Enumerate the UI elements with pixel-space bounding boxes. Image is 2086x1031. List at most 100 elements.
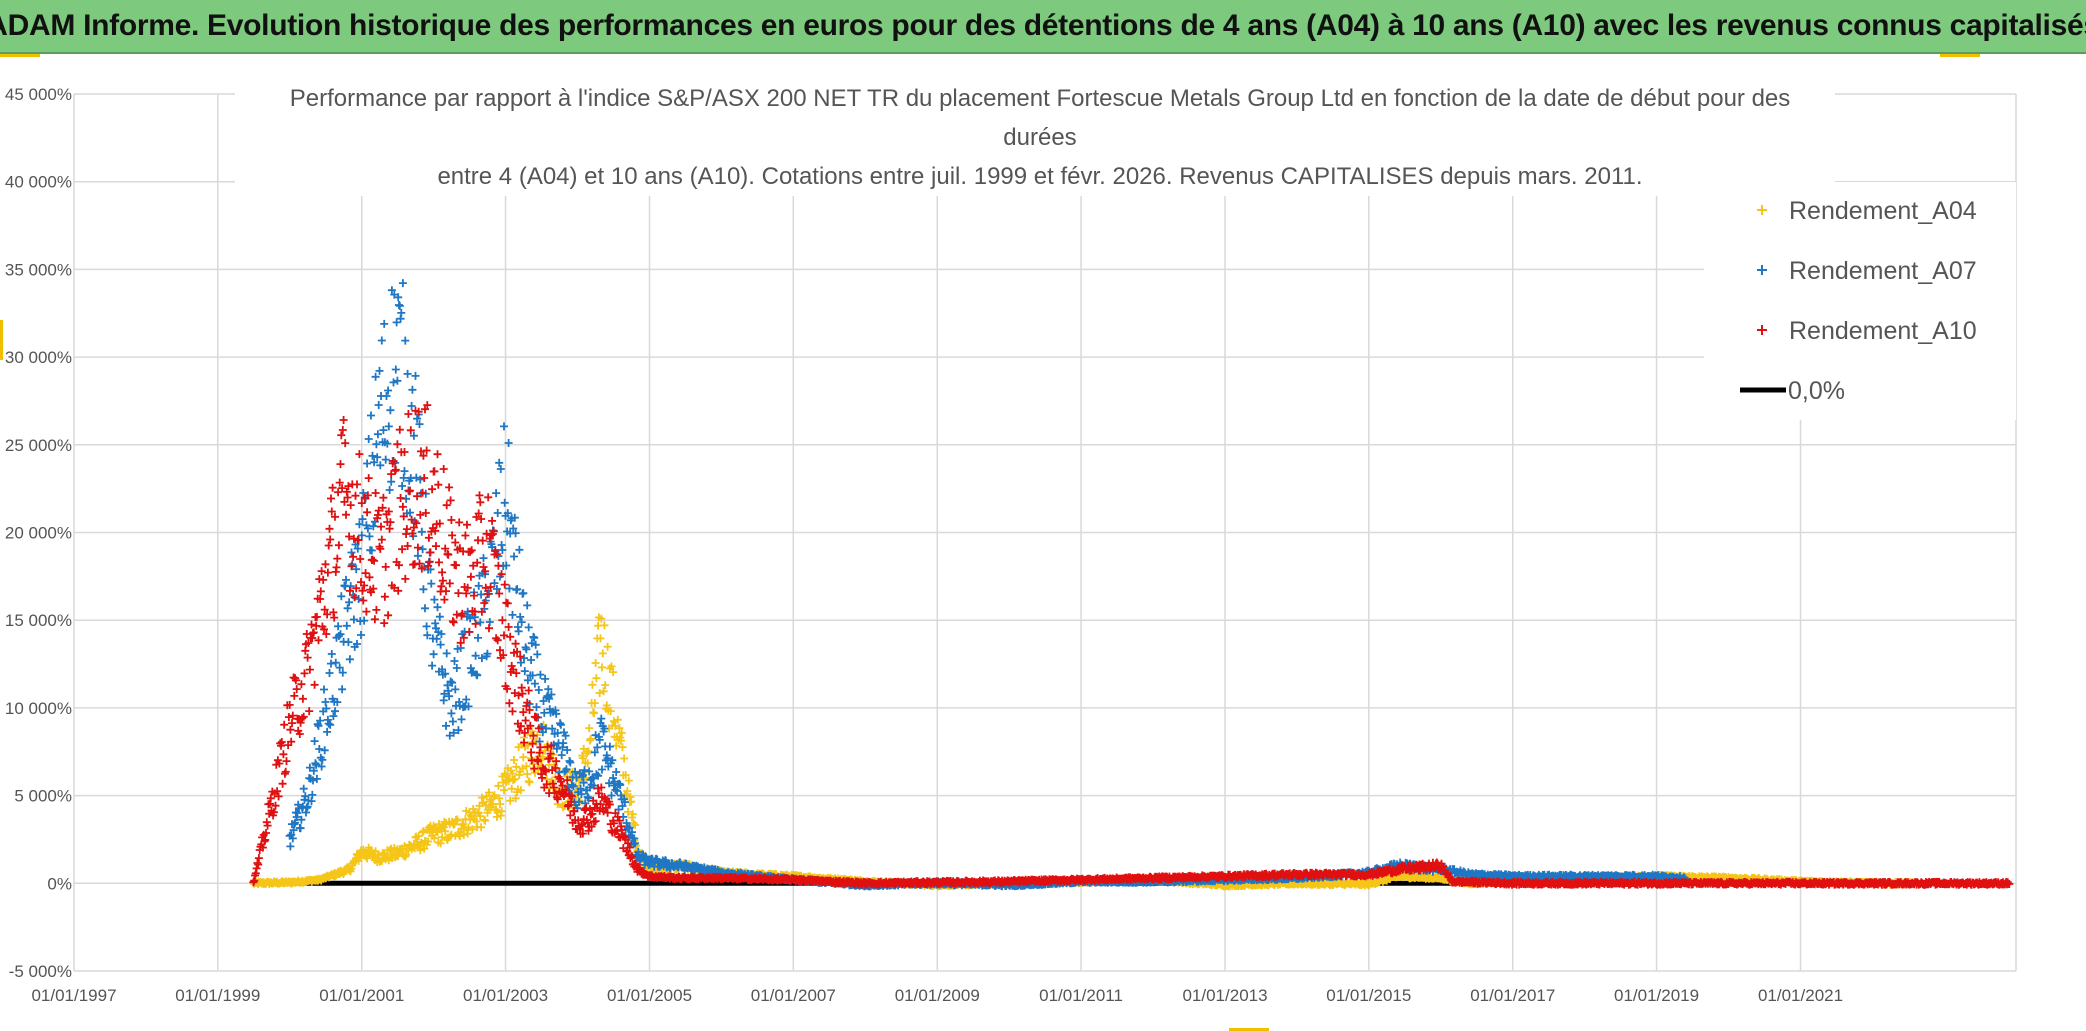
- data-point: [263, 821, 272, 830]
- data-point: [462, 589, 471, 598]
- data-point: [562, 765, 571, 774]
- data-point: [326, 720, 335, 729]
- data-point: [615, 724, 624, 733]
- data-point: [533, 650, 542, 659]
- data-point: [592, 674, 601, 683]
- data-point: [440, 595, 449, 604]
- data-point: [550, 789, 559, 797]
- data-point: [378, 503, 387, 512]
- data-point: [461, 531, 470, 540]
- data-point: [280, 720, 289, 729]
- data-point: [352, 565, 361, 574]
- data-point: [364, 435, 373, 443]
- data-point: [309, 776, 317, 785]
- data-point: [350, 593, 359, 602]
- data-point: [309, 766, 318, 775]
- data-point: [281, 767, 290, 776]
- data-point: [490, 791, 499, 800]
- data-point: [323, 727, 332, 736]
- data-point: [538, 773, 546, 782]
- data-point: [547, 741, 556, 750]
- data-point: [468, 825, 477, 834]
- data-point: [480, 599, 489, 607]
- data-point: [383, 439, 392, 448]
- data-point: [310, 737, 319, 746]
- data-point: [520, 738, 528, 747]
- data-point: [314, 721, 323, 730]
- data-point: [373, 430, 382, 439]
- data-point: [595, 735, 604, 744]
- data-point: [617, 728, 626, 737]
- data-point: [611, 785, 620, 794]
- data-point: [377, 336, 386, 345]
- data-point: [278, 779, 287, 788]
- data-point: [513, 647, 522, 656]
- data-point: [258, 843, 267, 852]
- data-point: [331, 658, 340, 667]
- data-point: [310, 680, 319, 689]
- data-point: [590, 709, 598, 718]
- data-point: [372, 440, 381, 449]
- data-point: [330, 613, 339, 622]
- data-point: [578, 820, 587, 829]
- data-point: [516, 722, 525, 731]
- data-point: [450, 657, 459, 665]
- data-point: [508, 610, 517, 619]
- data-point: [449, 618, 458, 627]
- data-point: [470, 607, 479, 616]
- data-point: [401, 574, 410, 583]
- data-point: [479, 563, 488, 571]
- data-point: [449, 728, 458, 737]
- data-point: [328, 483, 337, 492]
- data-point: [511, 529, 520, 538]
- data-point: [445, 579, 454, 588]
- data-point: [349, 534, 358, 543]
- data-point: [494, 781, 503, 790]
- data-point: [557, 751, 566, 760]
- data-point: [333, 698, 342, 707]
- data-point: [475, 491, 484, 500]
- data-point: [625, 823, 634, 832]
- data-point: [530, 633, 539, 642]
- y-axis: -5 000%0%5 000%10 000%15 000%20 000%25 0…: [5, 85, 72, 981]
- data-point: [448, 717, 457, 726]
- data-point: [596, 634, 605, 643]
- data-point: [345, 532, 354, 541]
- data-point: [605, 779, 614, 788]
- data-point: [421, 405, 429, 414]
- data-point: [381, 562, 390, 571]
- data-point: [566, 758, 575, 767]
- data-point: [398, 545, 407, 554]
- data-point: [363, 508, 372, 517]
- data-point: [510, 775, 519, 784]
- data-point: [463, 583, 472, 592]
- data-point: [341, 439, 350, 448]
- data-point: [598, 765, 606, 774]
- y-tick-label: 0%: [47, 874, 72, 893]
- data-point: [441, 544, 450, 553]
- data-point: [553, 795, 562, 804]
- data-point: [309, 628, 318, 637]
- data-point: [320, 685, 328, 694]
- data-point: [370, 556, 379, 565]
- data-point: [413, 551, 422, 560]
- data-point: [525, 778, 534, 787]
- data-point: [345, 655, 354, 664]
- data-point: [488, 516, 497, 525]
- data-point: [519, 708, 528, 717]
- data-point: [387, 286, 396, 295]
- data-point: [321, 560, 330, 569]
- data-point: [287, 737, 296, 746]
- data-point: [399, 473, 408, 482]
- data-point: [395, 425, 404, 434]
- data-point: [465, 627, 474, 636]
- data-point: [590, 699, 599, 708]
- y-tick-label: 20 000%: [5, 524, 72, 543]
- data-point: [441, 827, 450, 836]
- data-point: [528, 739, 537, 748]
- data-point: [333, 554, 342, 563]
- data-point: [416, 475, 425, 484]
- x-tick-label: 01/01/2007: [751, 986, 836, 1005]
- data-point: [556, 720, 565, 729]
- data-point: [631, 821, 640, 829]
